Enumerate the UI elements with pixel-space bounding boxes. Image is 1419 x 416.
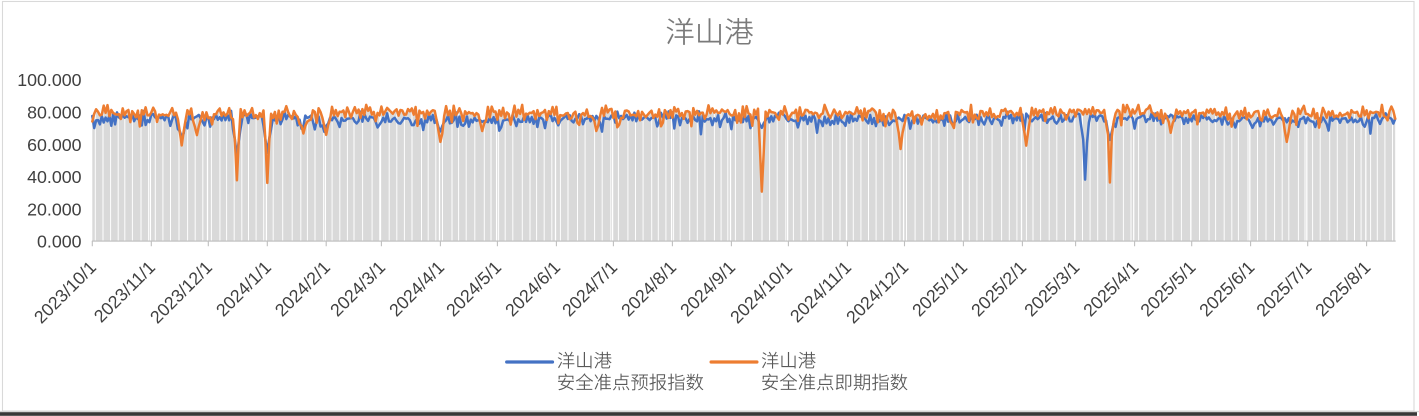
svg-text:40.000: 40.000 xyxy=(27,167,81,187)
svg-text:60.000: 60.000 xyxy=(27,135,81,155)
svg-text:80.000: 80.000 xyxy=(27,103,81,123)
svg-text:0.000: 0.000 xyxy=(37,232,82,252)
svg-text:100.000: 100.000 xyxy=(17,70,81,90)
svg-text:20.000: 20.000 xyxy=(27,199,81,219)
